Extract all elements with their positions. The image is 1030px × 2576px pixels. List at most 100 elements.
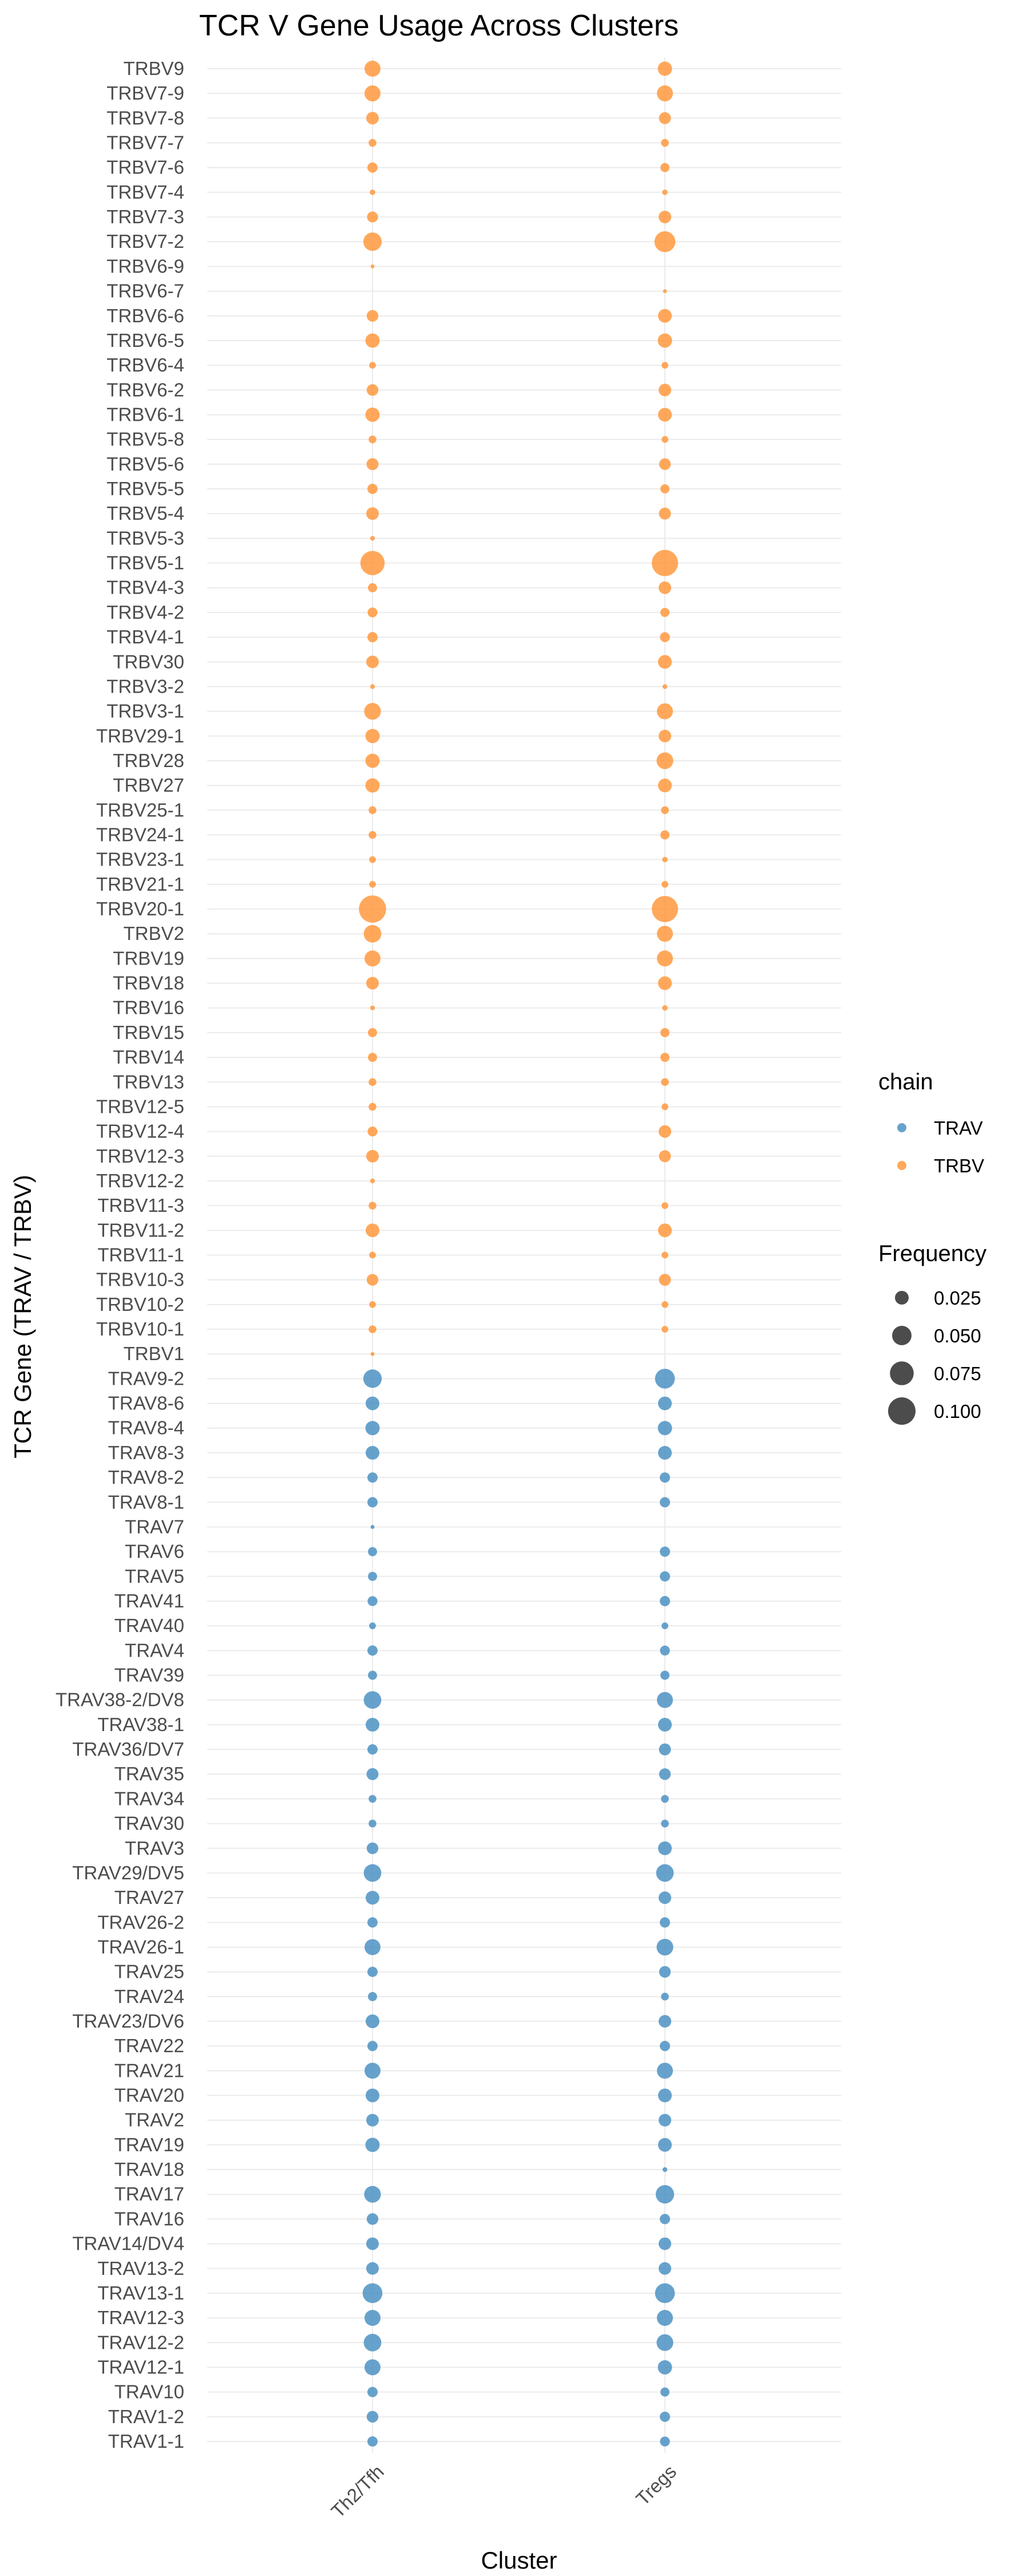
y-tick-label: TRAV19 [114, 2134, 184, 2155]
data-point [660, 1497, 670, 1508]
y-tick-label: TRAV7 [125, 1516, 184, 1537]
data-point [662, 856, 668, 863]
data-point [658, 1841, 672, 1855]
y-tick-label: TRBV7-8 [106, 107, 184, 128]
data-point [659, 507, 671, 520]
y-tick-label: TRBV6-9 [106, 255, 184, 276]
y-tick-label: TRBV27 [113, 775, 184, 796]
y-tick-label: TRBV2 [124, 923, 184, 944]
data-point [657, 1421, 672, 1436]
data-point [370, 189, 375, 195]
y-tick-label: TRBV11-1 [97, 1244, 184, 1266]
y-tick-label: TRAV29/DV5 [72, 1862, 184, 1883]
data-point [367, 607, 378, 618]
data-point [659, 112, 671, 124]
data-point [661, 1795, 669, 1803]
data-point [369, 831, 377, 839]
chart-title: TCR V Gene Usage Across Clusters [199, 9, 679, 42]
data-point [370, 1352, 375, 1356]
y-tick-label: TRBV6-2 [106, 379, 184, 400]
data-point [660, 1670, 670, 1680]
y-tick-label: TRBV21-1 [96, 874, 184, 895]
data-point [366, 2411, 379, 2423]
data-point [369, 1622, 376, 1630]
data-point [659, 2014, 671, 2028]
y-tick-label: TRBV7-7 [106, 132, 184, 153]
data-point [365, 2138, 380, 2152]
data-point [366, 2113, 379, 2127]
y-tick-label: TRAV5 [125, 1566, 184, 1587]
data-point [369, 435, 377, 444]
y-tick-label: TRAV12-3 [97, 2307, 184, 2328]
data-point [369, 1795, 377, 1803]
size-legend-key [890, 1361, 914, 1385]
y-tick-label: TRBV29-1 [96, 725, 184, 746]
y-tick-label: TRBV9 [124, 58, 184, 79]
y-tick-label: TRAV8-3 [108, 1442, 184, 1463]
y-tick-label: TRBV11-2 [97, 1219, 184, 1240]
data-point [366, 458, 379, 471]
y-tick-label: TRBV15 [113, 1022, 184, 1043]
data-point [652, 896, 678, 922]
data-point [662, 189, 668, 195]
data-point [359, 895, 386, 923]
data-point [659, 2237, 671, 2250]
data-point [369, 1819, 377, 1828]
y-tick-label: TRAV38-1 [97, 1714, 184, 1735]
data-point [657, 1692, 673, 1708]
y-tick-label: TRBV4-1 [106, 626, 184, 647]
data-point [662, 2167, 668, 2172]
y-tick-label: TRAV1-2 [108, 2406, 184, 2427]
data-point [366, 1717, 379, 1732]
data-point [658, 2138, 672, 2152]
data-point [661, 1326, 668, 1333]
data-point [661, 436, 668, 443]
chain-legend-key-trav [897, 1123, 906, 1132]
y-tick-label: TRAV26-1 [97, 1936, 184, 1957]
y-tick-label: TRBV7-9 [106, 82, 184, 104]
data-point [364, 703, 381, 720]
y-tick-label: TRBV16 [113, 997, 184, 1018]
y-tick-label: TRAV40 [114, 1615, 184, 1636]
data-point [661, 1251, 668, 1259]
data-point [363, 1864, 382, 1882]
data-point [659, 1891, 671, 1905]
data-point [366, 384, 379, 396]
data-point [369, 1251, 376, 1259]
y-tick-label: TRAV39 [114, 1665, 184, 1686]
data-point [366, 1396, 379, 1411]
y-tick-label: TRAV17 [114, 2183, 184, 2204]
data-point [658, 655, 672, 669]
y-tick-label: TRBV19 [113, 947, 184, 969]
data-point [661, 139, 669, 147]
data-point [366, 2213, 379, 2225]
data-point [367, 1744, 378, 1755]
data-point [658, 309, 672, 323]
data-point [367, 1966, 378, 1977]
data-point [661, 1078, 669, 1086]
data-point [662, 684, 668, 689]
y-tick-label: TRBV5-8 [106, 429, 184, 450]
data-point [367, 162, 378, 173]
data-point [660, 484, 670, 493]
data-point [661, 806, 669, 815]
data-point [658, 2088, 672, 2103]
data-point [365, 1939, 381, 1955]
data-point [366, 1891, 379, 1905]
y-tick-label: TRBV7-2 [106, 231, 184, 252]
y-tick-label: TRBV12-3 [96, 1145, 184, 1167]
y-tick-label: TRBV4-3 [106, 577, 184, 598]
data-point [659, 1768, 671, 1780]
y-tick-label: TRBV7-3 [106, 206, 184, 227]
data-point [369, 1325, 377, 1333]
data-point [367, 1917, 378, 1928]
data-point [659, 384, 671, 397]
y-tick-label: TRAV2 [125, 2109, 184, 2131]
data-point [660, 1595, 670, 1606]
size-legend-key [895, 1291, 909, 1305]
data-point [657, 85, 673, 102]
data-point [369, 139, 377, 147]
data-point [369, 1202, 377, 1210]
data-point [367, 1596, 378, 1606]
